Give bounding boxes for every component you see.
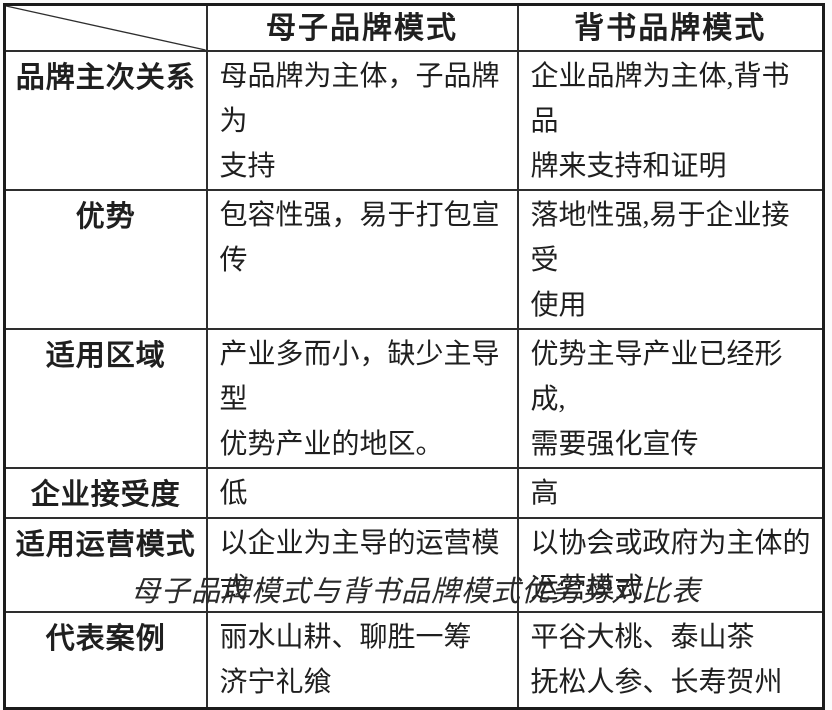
table-row: 企业接受度 低 高 [3,467,825,519]
column-header-beishu: 背书品牌模式 [516,3,825,52]
row-label: 品牌主次关系 [3,50,208,191]
cell-beishu: 优势主导产业已经形成, 需要强化宣传 [516,328,825,469]
table-row: 适用区域 产业多而小，缺少主导型 优势产业的地区。 优势主导产业已经形成, 需要… [3,328,825,469]
cell-muzi: 丽水山耕、聊胜一筹 济宁礼飨 [205,611,519,709]
header-row: 母子品牌模式 背书品牌模式 [3,3,825,52]
corner-cell [3,3,208,52]
row-label: 代表案例 [3,611,208,709]
cell-beishu: 落地性强,易于企业接受 使用 [516,189,825,330]
table-row: 品牌主次关系 母品牌为主体，子品牌为 支持 企业品牌为主体,背书品 牌来支持和证… [3,50,825,191]
cell-muzi: 低 [205,467,519,519]
diagonal-divider-line [6,6,206,50]
page: 母子品牌模式 背书品牌模式 品牌主次关系 母品牌为主体，子品牌为 支持 企业品牌… [3,3,825,710]
cell-beishu: 企业品牌为主体,背书品 牌来支持和证明 [516,50,825,191]
table-row: 适用运营模式 以企业为主导的运营模 式 以协会或政府为主体的 运营模式 [3,517,825,613]
table-row: 优势 包容性强，易于打包宣传 落地性强,易于企业接受 使用 [3,189,825,330]
row-label: 适用区域 [3,328,208,469]
cell-muzi: 以企业为主导的运营模 式 [205,517,519,613]
cell-beishu: 高 [516,467,825,519]
cell-beishu: 以协会或政府为主体的 运营模式 [516,517,825,613]
cell-muzi: 母品牌为主体，子品牌为 支持 [205,50,519,191]
row-label: 适用运营模式 [3,517,208,613]
column-header-muzi: 母子品牌模式 [205,3,519,52]
table-caption: 母子品牌模式与背书品牌模式优劣势对比表 [130,576,701,608]
cell-muzi: 产业多而小，缺少主导型 优势产业的地区。 [205,328,519,469]
table-row: 代表案例 丽水山耕、聊胜一筹 济宁礼飨 平谷大桃、泰山茶 抚松人参、长寿贺州 [3,611,825,709]
row-label: 优势 [3,189,208,330]
row-label: 企业接受度 [3,467,208,519]
cell-beishu: 平谷大桃、泰山茶 抚松人参、长寿贺州 [516,611,825,709]
cell-muzi: 包容性强，易于打包宣传 [205,189,519,330]
